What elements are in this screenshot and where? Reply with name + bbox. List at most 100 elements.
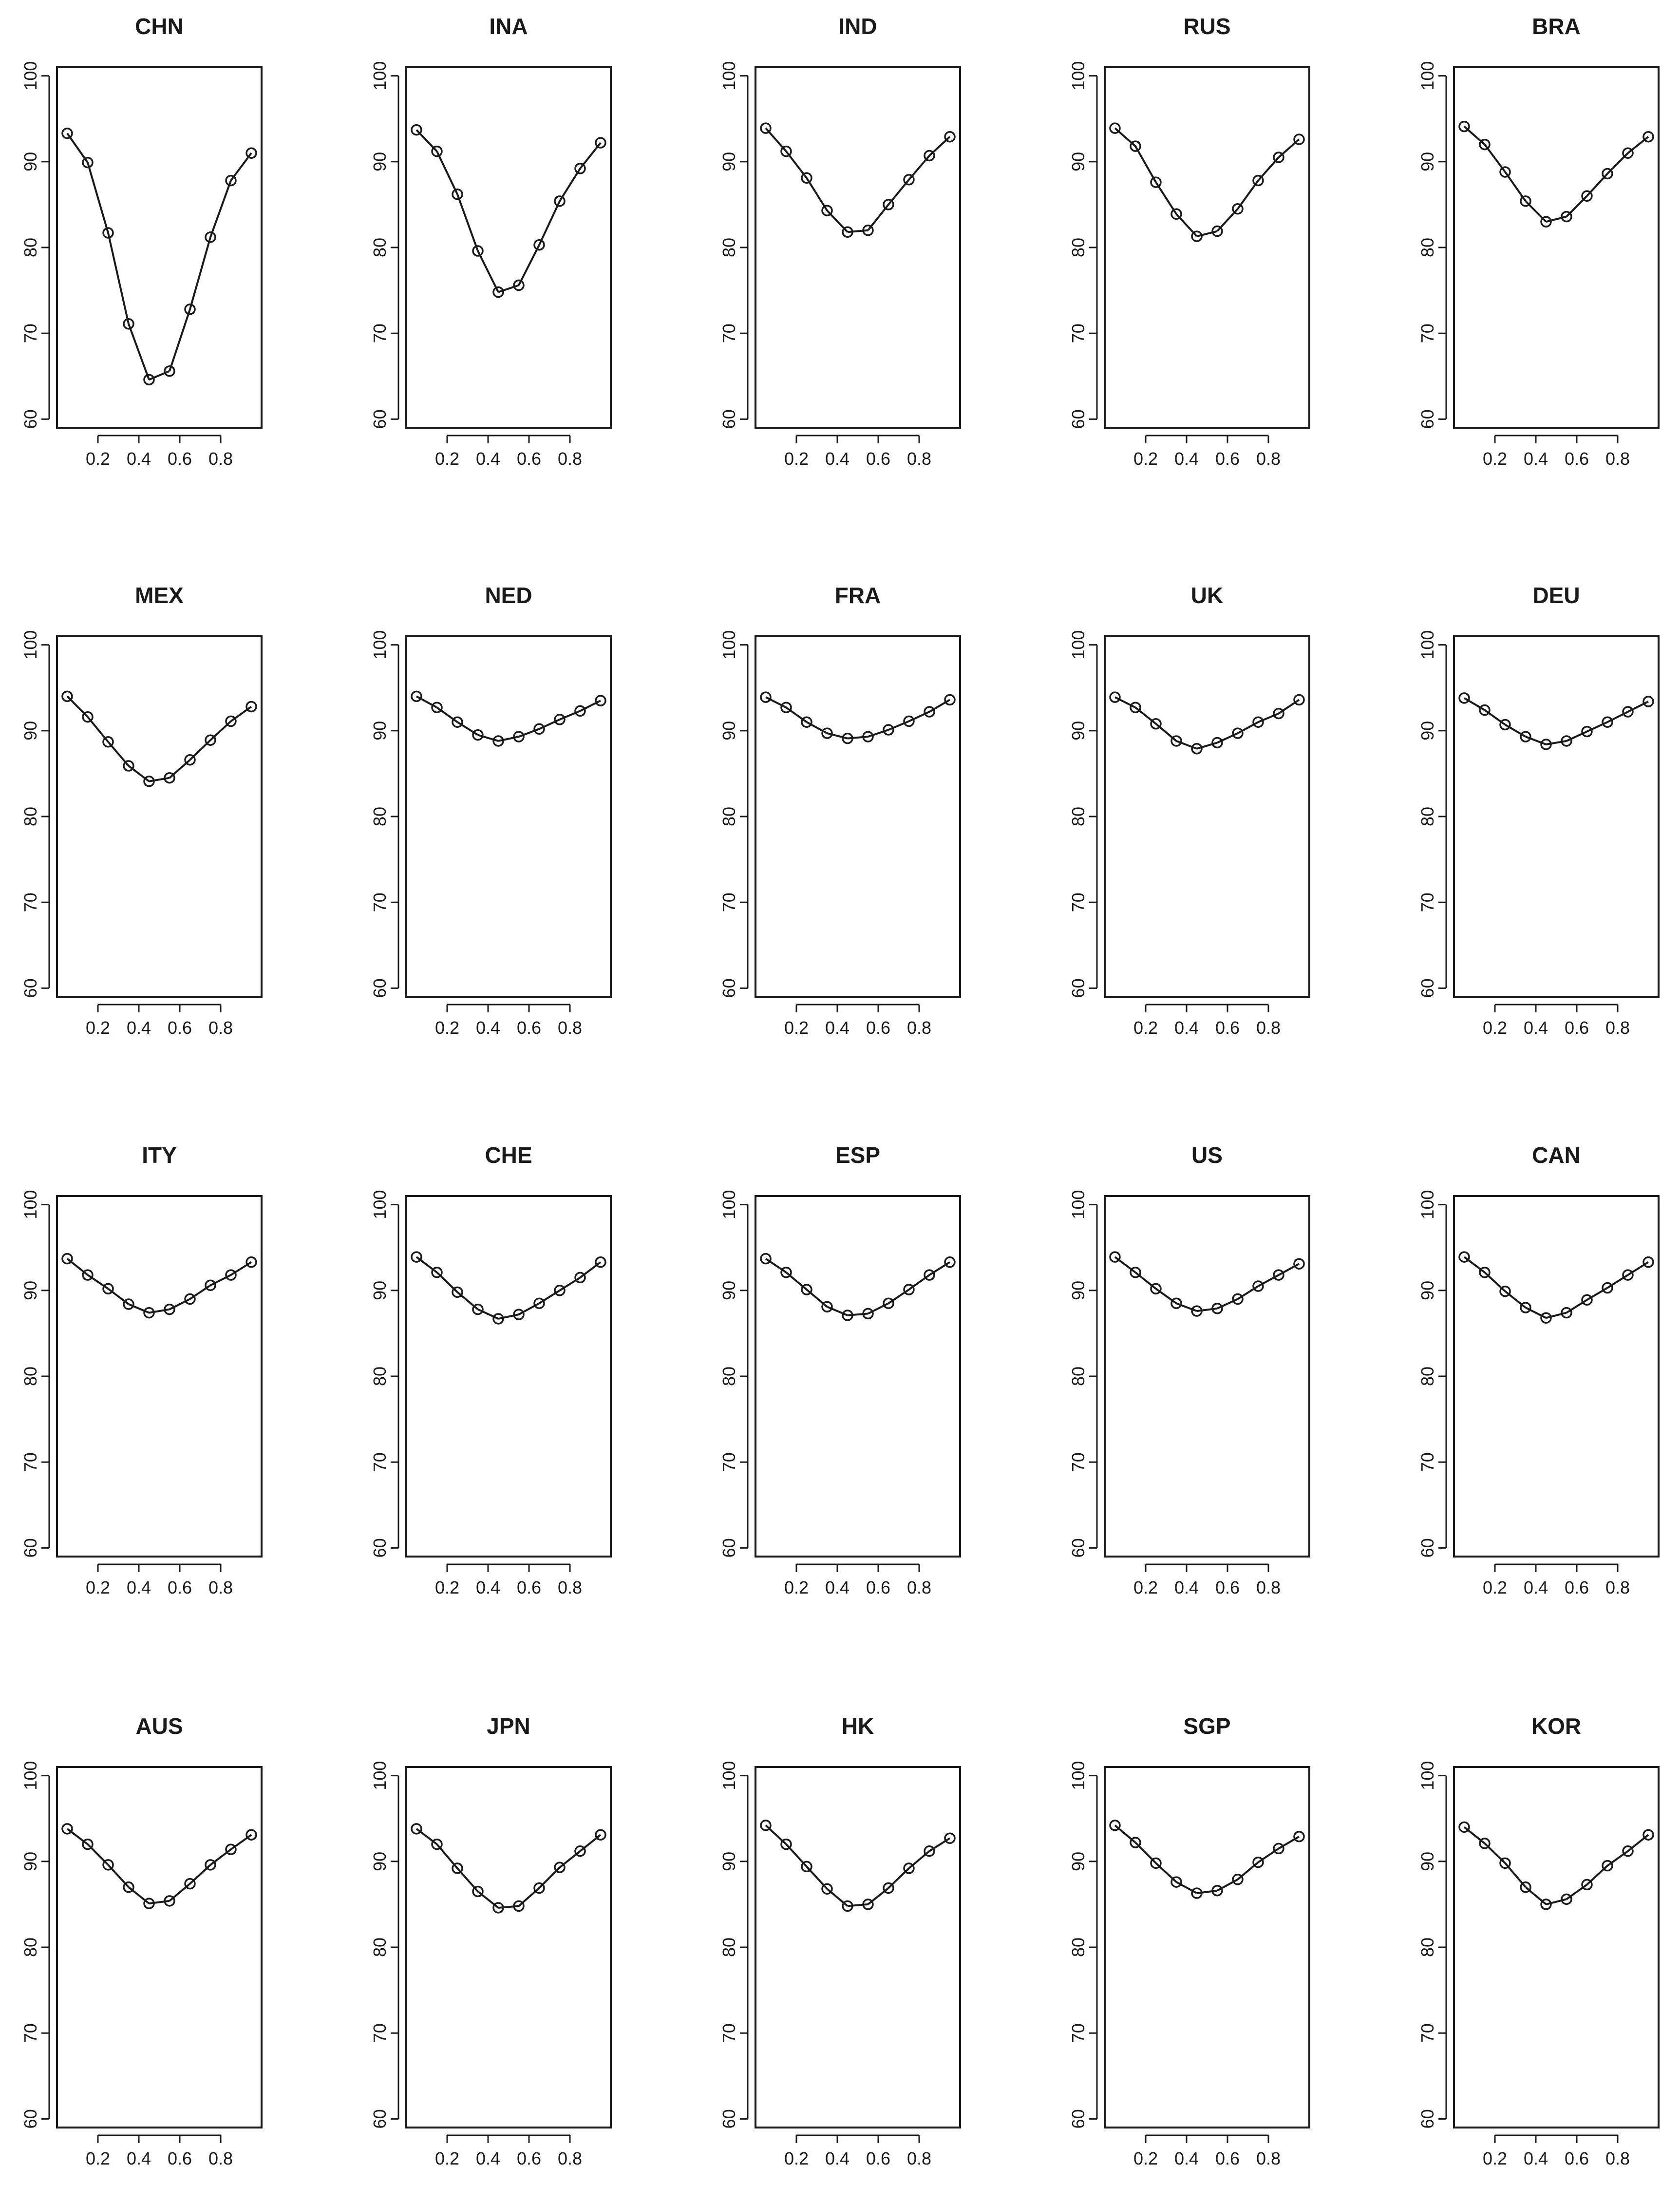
series-line-segment xyxy=(847,1312,868,1316)
y-tick-label: 60 xyxy=(1068,1538,1088,1558)
data-point xyxy=(903,1862,915,1874)
data-point xyxy=(1540,739,1552,750)
y-tick-label: 60 xyxy=(20,409,40,429)
x-tick-label: 0.4 xyxy=(1524,1018,1548,1038)
panel-ned: NED 60 70 80 90 100 0.2 0.4 0.6 0.8 xyxy=(370,583,612,1038)
y-tick-label: 80 xyxy=(1417,1938,1437,1957)
series-line-segment xyxy=(1504,1291,1527,1309)
data-point xyxy=(472,1303,484,1315)
data-point xyxy=(205,231,216,243)
data-point xyxy=(1499,1857,1511,1869)
data-point xyxy=(61,1253,73,1265)
data-point xyxy=(245,147,257,159)
series-line-segment xyxy=(806,1289,828,1308)
x-tick-label: 0.2 xyxy=(86,1577,110,1597)
x-tick-label: 0.6 xyxy=(1215,1018,1240,1038)
series-line-segment xyxy=(806,177,828,211)
data-point xyxy=(472,245,484,257)
data-point xyxy=(780,1838,792,1850)
series-line-segment xyxy=(128,1886,150,1904)
y-tick-label: 60 xyxy=(1068,2109,1088,2128)
data-point xyxy=(780,702,792,713)
series-line-segment xyxy=(1196,1307,1218,1312)
x-tick-label: 0.8 xyxy=(1256,2148,1281,2168)
data-point xyxy=(821,1301,833,1313)
series-line-segment xyxy=(928,1837,951,1852)
data-point xyxy=(1540,1899,1552,1910)
y-tick-label: 80 xyxy=(719,1367,739,1386)
y-tick-label: 60 xyxy=(1417,2109,1437,2128)
data-point xyxy=(1458,120,1470,133)
series-line-segment xyxy=(1176,1302,1197,1312)
series-line-segment xyxy=(498,284,519,293)
plot-frame xyxy=(56,635,263,998)
data-point xyxy=(245,1256,257,1268)
panel-rus: RUS 60 70 80 90 100 0.2 0.4 0.6 0.8 xyxy=(1068,14,1310,469)
y-tick-label: 100 xyxy=(1068,1190,1088,1219)
x-tick-label: 0.6 xyxy=(1215,2148,1240,2168)
y-tick-label: 90 xyxy=(1068,721,1088,741)
data-point xyxy=(842,1900,853,1912)
y-tick-label: 80 xyxy=(20,1367,40,1386)
data-point xyxy=(1520,1302,1531,1313)
series-line-segment xyxy=(518,244,540,286)
data-point xyxy=(862,225,874,236)
data-point xyxy=(801,1861,812,1873)
data-point xyxy=(1622,1845,1634,1857)
plot-frame xyxy=(1104,1766,1310,2128)
series-line-segment xyxy=(1155,1288,1177,1304)
series-line-segment xyxy=(1525,1886,1547,1905)
panel-bra: BRA 60 70 80 90 100 0.2 0.4 0.6 0.8 xyxy=(1417,14,1660,469)
data-point xyxy=(1130,140,1141,152)
series-line-segment xyxy=(806,721,828,734)
panel-aus: AUS 60 70 80 90 100 0.2 0.4 0.6 0.8 xyxy=(20,1713,263,2168)
x-tick-label: 0.4 xyxy=(1524,2148,1548,2168)
x-tick-label: 0.6 xyxy=(866,2148,890,2168)
series-line-segment xyxy=(827,732,848,740)
x-tick-label: 0.8 xyxy=(1256,449,1281,469)
data-point xyxy=(1479,704,1491,716)
data-point xyxy=(143,776,155,787)
series-line-segment xyxy=(1114,1824,1136,1843)
data-point xyxy=(1499,1285,1511,1297)
series-line-segment xyxy=(1278,699,1300,715)
plot-frame xyxy=(405,66,612,429)
data-point xyxy=(225,174,237,187)
series-line-segment xyxy=(1586,1287,1608,1301)
data-point xyxy=(533,1882,545,1894)
data-point xyxy=(225,1269,237,1281)
series-line-segment xyxy=(1176,740,1197,750)
y-tick-label: 100 xyxy=(20,1190,40,1219)
series-line-segment xyxy=(1176,1881,1197,1894)
panel-ity: ITY 60 70 80 90 100 0.2 0.4 0.6 0.8 xyxy=(20,1142,263,1597)
x-tick-label: 0.8 xyxy=(1605,1018,1630,1038)
x-tick-label: 0.6 xyxy=(517,1577,541,1597)
y-tick-label: 90 xyxy=(1417,721,1437,741)
data-point xyxy=(862,1899,874,1910)
x-tick-label: 0.8 xyxy=(1256,1018,1281,1038)
series-line-segment xyxy=(579,1834,602,1852)
series-line-segment xyxy=(1546,1311,1567,1319)
series-line-segment xyxy=(209,1848,232,1866)
y-tick-label: 90 xyxy=(1068,1852,1088,1871)
data-point xyxy=(492,1902,504,1914)
data-point xyxy=(82,156,94,169)
y-tick-label: 60 xyxy=(1417,978,1437,998)
data-point xyxy=(574,1272,586,1284)
series-line-segment xyxy=(230,1834,252,1850)
panel-can: CAN 60 70 80 90 100 0.2 0.4 0.6 0.8 xyxy=(1417,1142,1660,1597)
y-tick-label: 100 xyxy=(719,61,739,91)
series-line-segment xyxy=(415,1256,438,1273)
panel-title: US xyxy=(1191,1142,1223,1168)
series-line-segment xyxy=(1217,1298,1238,1310)
y-tick-label: 80 xyxy=(719,238,739,257)
series-line-segment xyxy=(107,1288,130,1305)
x-tick-label: 0.2 xyxy=(784,1018,809,1038)
data-point xyxy=(801,716,812,728)
y-tick-label: 80 xyxy=(1068,1938,1088,1957)
series-line-segment xyxy=(518,728,540,738)
data-point xyxy=(102,736,114,748)
y-tick-label: 80 xyxy=(719,807,739,826)
series-line-segment xyxy=(169,309,191,372)
